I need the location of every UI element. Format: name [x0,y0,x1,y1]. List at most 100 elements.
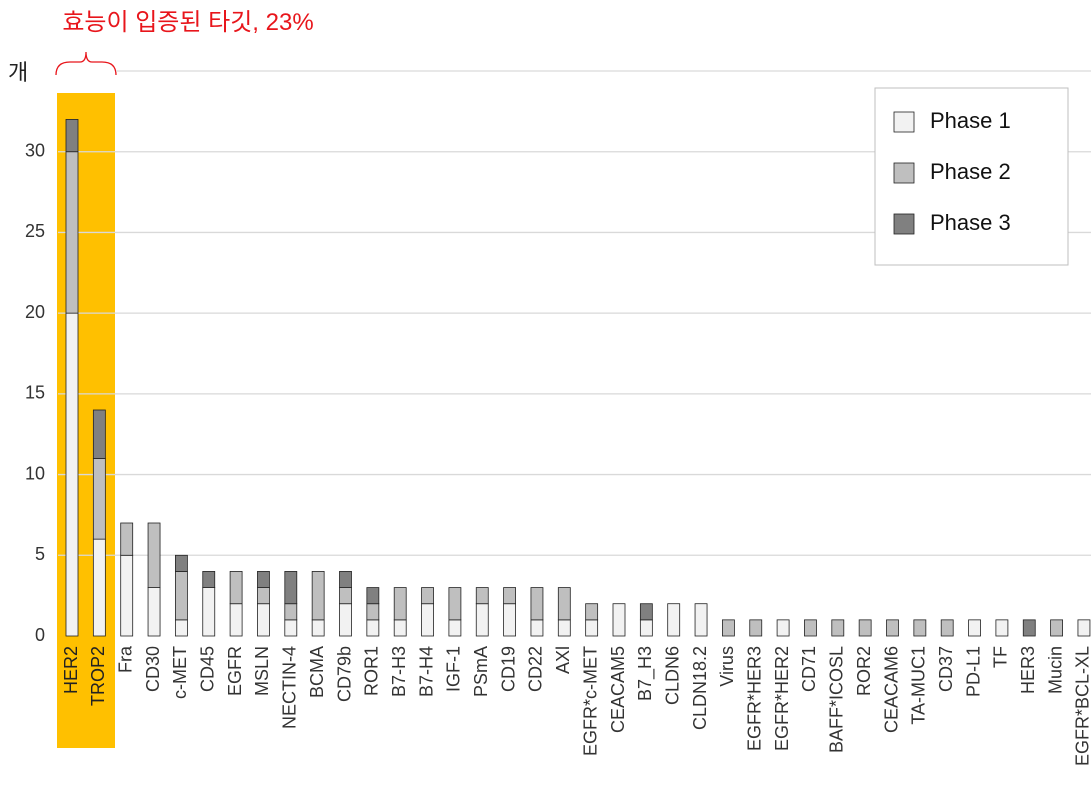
bar-segment [585,603,599,621]
x-tick-label: CLDN18.2 [690,646,710,730]
bar-segment [667,603,681,637]
legend-label: Phase 2 [930,159,1011,184]
x-tick-label: EGFR*HER3 [745,646,765,751]
bar-segment [475,603,489,637]
bar-segment [147,522,161,588]
x-tick-label: BAFF*ICOSL [827,646,847,753]
legend-swatch [893,213,915,235]
bar-segment [65,119,79,153]
legend-swatch [893,111,915,133]
bar-segment [475,587,489,605]
bar-segment [749,619,763,637]
bar-segment [92,538,106,637]
bar-segment [968,619,981,637]
x-tick-label: EGFR*c-MET [580,646,600,756]
bar-segment [421,603,434,637]
bar-segment [339,571,352,588]
x-tick-label: CD37 [936,646,956,692]
x-tick-label: CD71 [799,646,819,692]
bar-segment [530,619,544,637]
bar-segment [886,619,899,637]
x-tick-label: PD-L1 [963,646,983,697]
bar-segment [831,619,845,637]
bar-segment [776,619,790,637]
bar-segment [448,619,462,637]
bar-segment [421,587,434,605]
y-tick-label: 10 [25,463,45,483]
x-tick-label: c-MET [170,646,190,699]
bar-segment [1022,619,1036,637]
bar-segment [339,587,352,605]
bar-segment [174,554,188,572]
x-tick-label: B7_H3 [635,646,656,701]
y-axis-label: 개 [8,60,28,85]
x-tick-label: TF [991,646,1011,668]
bar-segment [284,619,298,637]
y-tick-label: 5 [35,544,45,564]
bar-segment [366,603,380,621]
bar-segment [913,619,927,637]
x-tick-label: ROR2 [854,646,874,696]
x-tick-label: HER2 [61,646,81,694]
x-tick-label: BCMA [307,646,327,698]
x-tick-label: EGFR*BCL-XL [1073,646,1091,766]
x-tick-label: Fra [115,645,135,673]
x-tick-label: CD30 [143,646,163,692]
bar-segment [940,619,954,637]
x-tick-label: Mucin [1045,646,1065,694]
bar-segment [612,603,626,637]
y-tick-label: 30 [25,140,45,160]
x-tick-label: B7-H4 [416,646,436,697]
x-tick-label: MSLN [252,646,272,696]
x-tick-label: EGFR*HER2 [772,646,792,751]
brace [55,51,117,76]
bar-segment [311,571,325,621]
x-tick-label: TA-MUC1 [909,646,929,725]
y-tick-label: 15 [25,383,45,403]
bar-segment [174,571,188,621]
bar-segment [257,603,270,637]
bar-segment [65,151,79,314]
bar-segment [557,587,571,621]
x-tick-label: TROP2 [88,646,108,706]
bar-segment [393,587,407,621]
bar-segment [174,619,188,637]
x-tick-label: CEACAM6 [881,646,901,733]
bar-segment [202,587,216,637]
y-tick-label: 20 [25,302,45,322]
bar-segment [585,619,599,637]
bar-segment [366,619,380,637]
bar-segment [147,587,161,637]
x-tick-label: B7-H3 [389,646,409,697]
bar-segment [1050,619,1063,637]
bar-segment [120,554,134,637]
bar-segment [92,409,106,459]
bar-segment [530,587,544,621]
x-tick-label: CD19 [498,646,518,692]
bar-segment [858,619,872,637]
x-tick-label: PSmA [471,646,491,697]
bar-segment [284,571,298,605]
x-tick-label: CD22 [526,646,546,692]
legend-label: Phase 3 [930,210,1011,235]
bar-segment [694,603,708,637]
x-tick-label: AXl [553,646,573,674]
bar-segment [257,571,270,588]
x-tick-label: EGFR [225,646,245,696]
bar-segment [92,458,106,540]
bar-segment [804,619,817,637]
bar-segment [366,587,380,605]
legend-swatch [893,162,915,184]
annotation: 효능이 입증된 타깃, 23% [62,9,313,36]
x-tick-label: CD79b [334,646,354,702]
y-tick-label: 25 [25,221,45,241]
bar-segment [202,571,216,588]
legend: Phase 1 Phase 2 Phase 3 [874,87,1069,266]
bar-segment [557,619,571,637]
bar-segment [639,603,653,621]
x-tick-label: IGF-1 [444,646,464,692]
x-tick-label: CLDN6 [662,646,682,705]
bar-segment [284,603,298,621]
